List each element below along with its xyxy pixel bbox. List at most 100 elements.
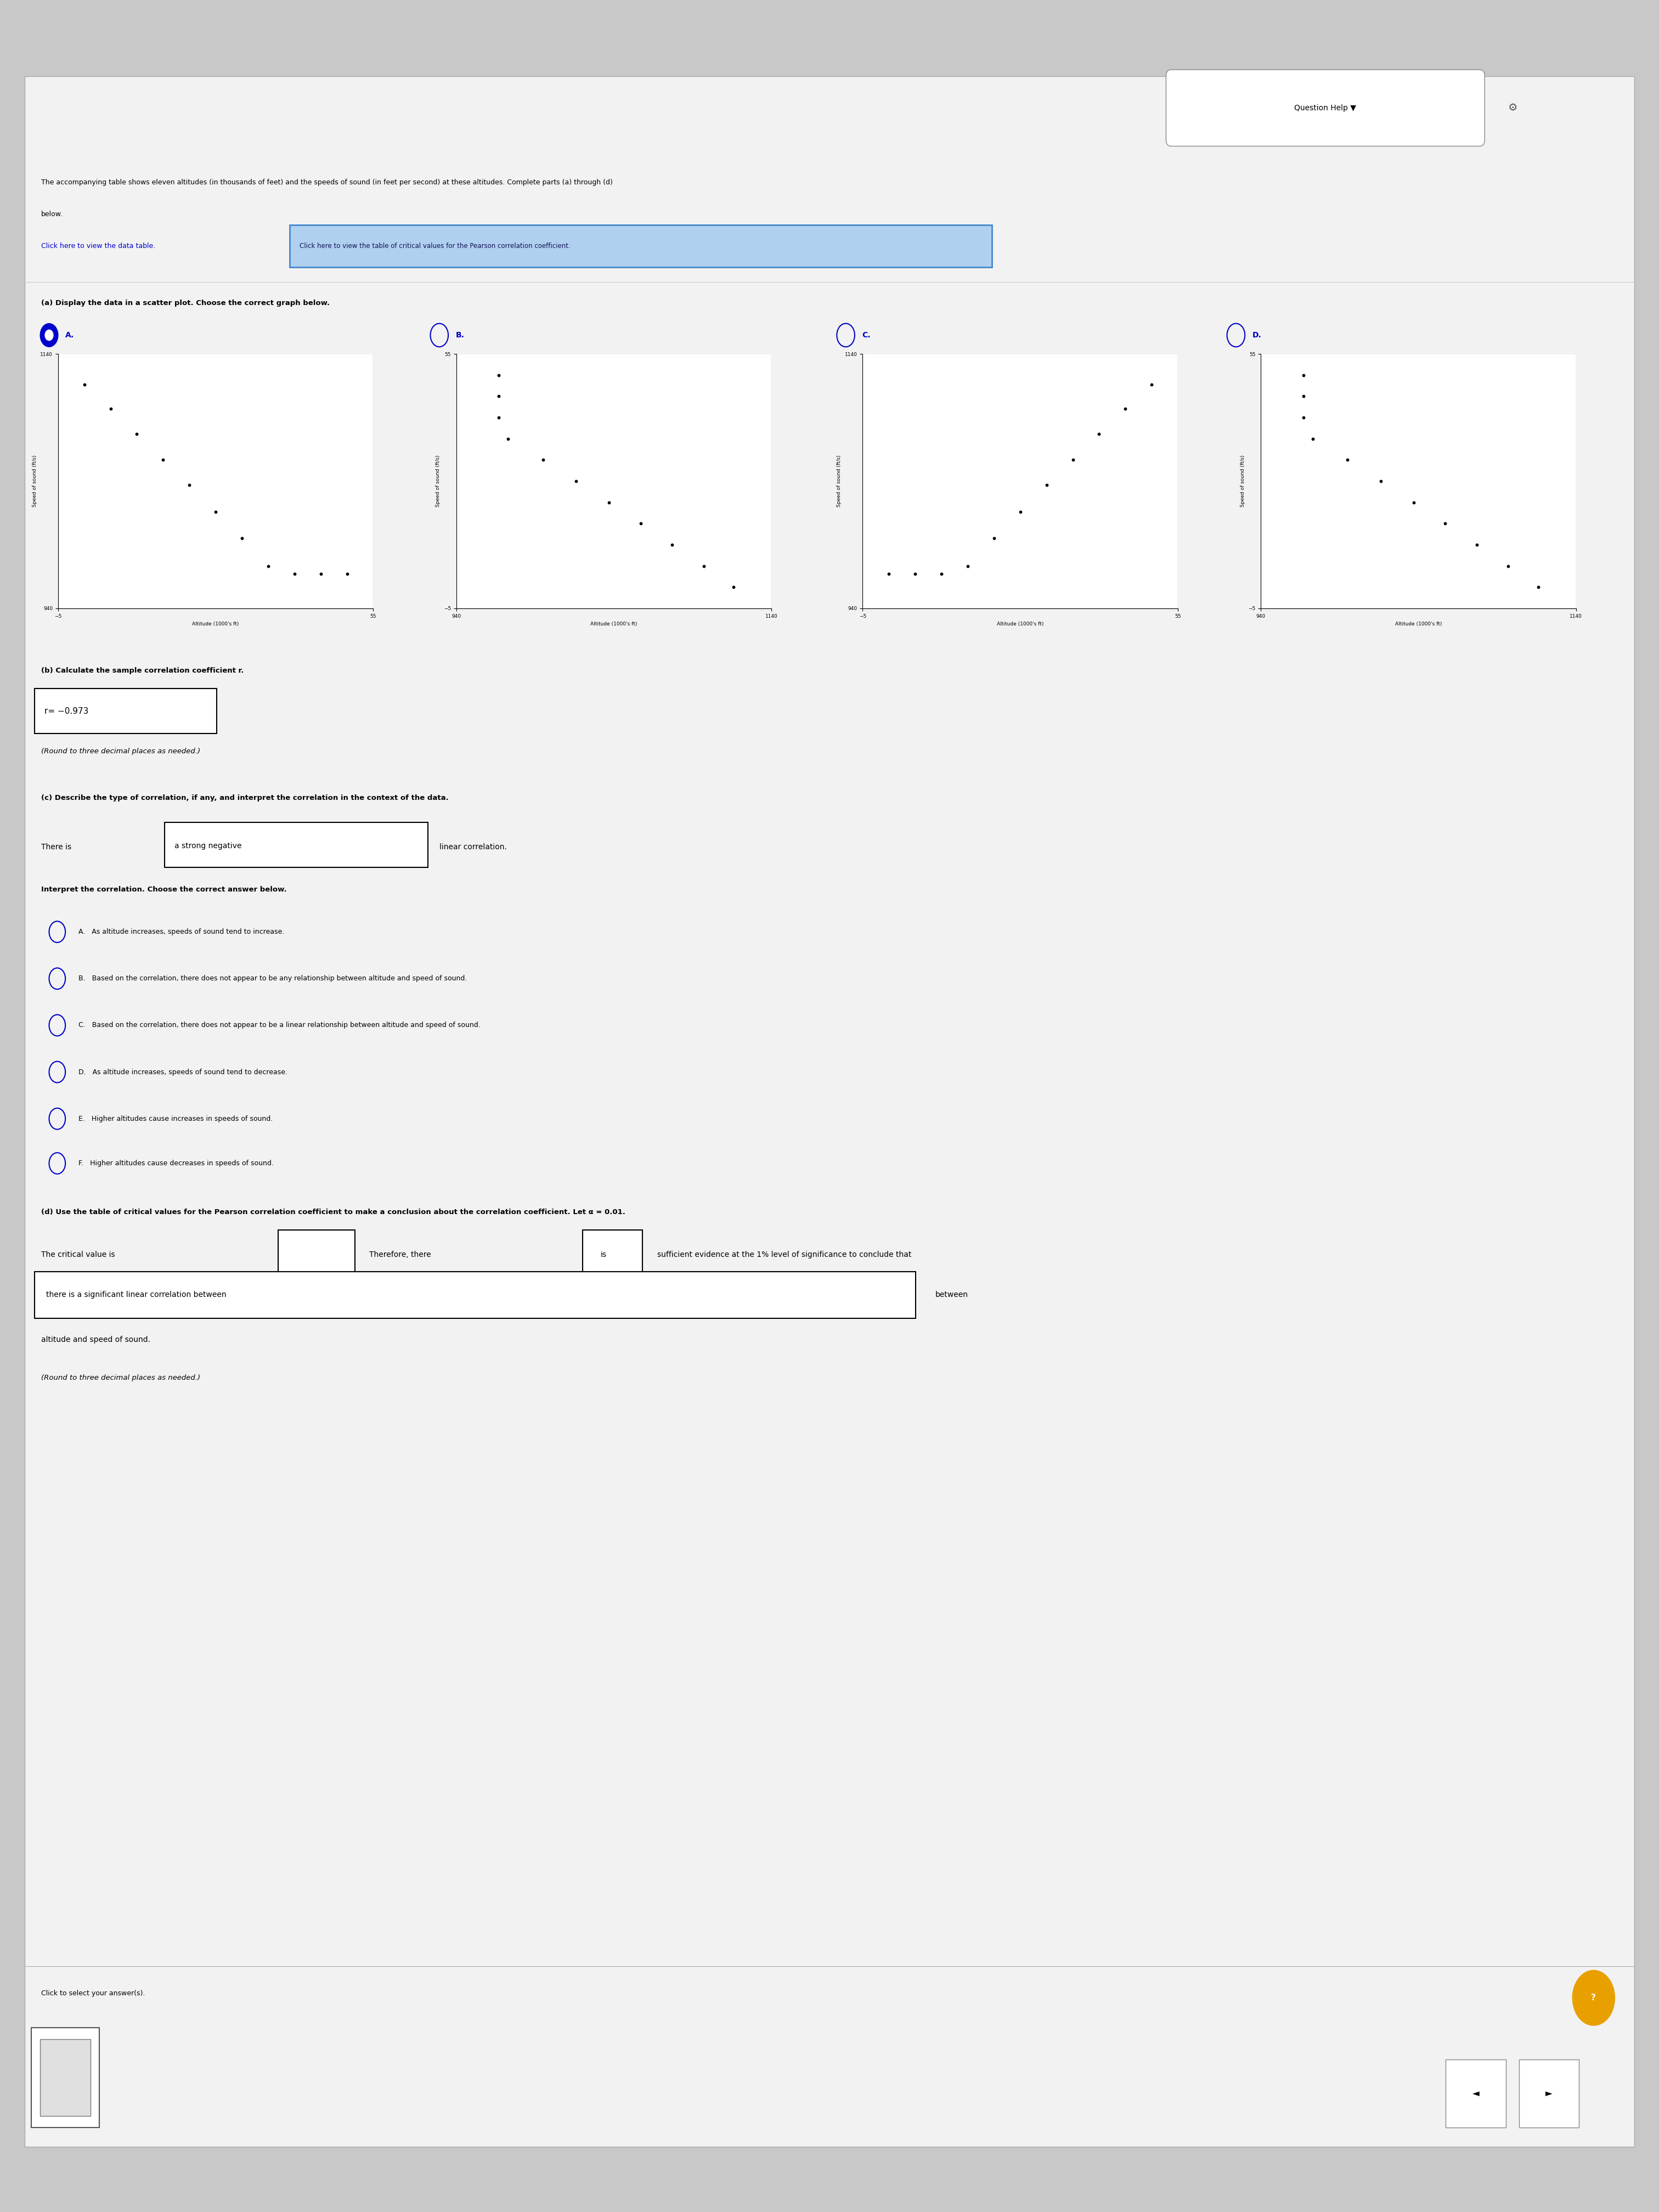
Point [1291,400,1317,436]
Text: There is: There is [41,843,71,852]
Circle shape [45,330,53,341]
Text: B.   Based on the correlation, there does not appear to be any relationship betw: B. Based on the correlation, there does … [78,975,466,982]
X-axis label: Altitude (1000's ft): Altitude (1000's ft) [591,622,637,626]
Point [202,493,229,529]
Point [1299,420,1326,456]
Text: The critical value is: The critical value is [41,1250,114,1259]
Text: Interpret the correlation. Choose the correct answer below.: Interpret the correlation. Choose the co… [41,885,287,894]
Text: between: between [936,1292,969,1298]
Point [486,358,513,394]
Point [1495,549,1521,584]
Text: A.: A. [65,332,75,338]
Text: Click to select your answer(s).: Click to select your answer(s). [41,1991,144,1997]
Text: sufficient evidence at the 1% level of significance to conclude that: sufficient evidence at the 1% level of s… [657,1250,911,1259]
Point [720,568,747,604]
FancyBboxPatch shape [1520,2059,1579,2128]
Point [1291,358,1317,394]
Text: D.: D. [1253,332,1261,338]
Point [929,555,956,591]
Y-axis label: Speed of sound (ft/s): Speed of sound (ft/s) [436,456,441,507]
Text: ►: ► [1546,2088,1553,2099]
Point [596,484,622,520]
Point [876,555,902,591]
FancyBboxPatch shape [582,1230,642,1274]
Text: a strong negative: a strong negative [174,843,242,849]
Text: F.   Higher altitudes cause decreases in speeds of sound.: F. Higher altitudes cause decreases in s… [78,1159,274,1168]
FancyBboxPatch shape [1166,71,1485,146]
Point [1138,367,1165,403]
Point [1432,507,1458,542]
Point [1060,442,1087,478]
Point [529,442,556,478]
Text: linear correlation.: linear correlation. [440,843,506,852]
X-axis label: Altitude (1000's ft): Altitude (1000's ft) [1395,622,1442,626]
FancyBboxPatch shape [25,75,1634,2146]
Text: below.: below. [41,210,63,217]
Text: A.   As altitude increases, speeds of sound tend to increase.: A. As altitude increases, speeds of soun… [78,929,284,936]
Y-axis label: Speed of sound (ft/s): Speed of sound (ft/s) [836,456,841,507]
Point [494,420,521,456]
FancyBboxPatch shape [1445,2059,1506,2128]
Text: is: is [601,1250,607,1259]
Point [98,392,124,427]
Text: Question Help ▼: Question Help ▼ [1294,104,1357,113]
Text: Click here to view the data table.: Click here to view the data table. [41,243,156,250]
FancyBboxPatch shape [40,2039,91,2115]
Point [255,549,282,584]
Point [1112,392,1138,427]
Point [1400,484,1427,520]
Text: C.   Based on the correlation, there does not appear to be a linear relationship: C. Based on the correlation, there does … [78,1022,481,1029]
Point [627,507,654,542]
X-axis label: Altitude (1000's ft): Altitude (1000's ft) [192,622,239,626]
Text: C.: C. [863,332,871,338]
Point [486,378,513,414]
Circle shape [1573,1971,1614,2026]
Circle shape [40,323,58,347]
Point [902,555,929,591]
Text: The accompanying table shows eleven altitudes (in thousands of feet) and the spe: The accompanying table shows eleven alti… [41,179,612,186]
Point [149,442,176,478]
Point [1367,465,1394,500]
Text: ◄: ◄ [1472,2088,1480,2099]
Text: (Round to three decimal places as needed.): (Round to three decimal places as needed… [41,1374,201,1380]
Point [1034,467,1060,502]
Point [229,520,255,555]
Text: r= −0.973: r= −0.973 [45,708,88,714]
Point [1525,568,1551,604]
Text: ⚙: ⚙ [1508,102,1516,113]
Point [562,465,589,500]
FancyBboxPatch shape [290,226,992,268]
Point [486,400,513,436]
Text: Therefore, there: Therefore, there [370,1250,431,1259]
Point [659,526,685,562]
Text: Click here to view the table of critical values for the Pearson correlation coef: Click here to view the table of critical… [300,243,571,250]
Text: altitude and speed of sound.: altitude and speed of sound. [41,1336,151,1343]
Text: E.   Higher altitudes cause increases in speeds of sound.: E. Higher altitudes cause increases in s… [78,1115,272,1121]
Point [280,555,309,591]
Text: D.   As altitude increases, speeds of sound tend to decrease.: D. As altitude increases, speeds of soun… [78,1068,287,1075]
Text: (d) Use the table of critical values for the Pearson correlation coefficient to : (d) Use the table of critical values for… [41,1208,625,1217]
FancyBboxPatch shape [164,823,428,867]
Text: (a) Display the data in a scatter plot. Choose the correct graph below.: (a) Display the data in a scatter plot. … [41,301,330,307]
Point [1463,526,1490,562]
Y-axis label: Speed of sound (ft/s): Speed of sound (ft/s) [32,456,36,507]
FancyBboxPatch shape [32,2028,100,2128]
Point [333,555,360,591]
Text: (Round to three decimal places as needed.): (Round to three decimal places as needed… [41,748,201,754]
Point [71,367,98,403]
FancyBboxPatch shape [279,1230,355,1274]
Point [123,416,149,451]
Text: ?: ? [1591,1993,1596,2002]
X-axis label: Altitude (1000's ft): Altitude (1000's ft) [997,622,1044,626]
Text: (b) Calculate the sample correlation coefficient r.: (b) Calculate the sample correlation coe… [41,668,244,675]
Point [980,520,1007,555]
Point [690,549,717,584]
Point [1334,442,1360,478]
Point [954,549,980,584]
Point [1007,493,1034,529]
Point [1085,416,1112,451]
Text: (c) Describe the type of correlation, if any, and interpret the correlation in t: (c) Describe the type of correlation, if… [41,794,448,801]
FancyBboxPatch shape [35,1272,916,1318]
FancyBboxPatch shape [35,688,217,734]
Point [176,467,202,502]
